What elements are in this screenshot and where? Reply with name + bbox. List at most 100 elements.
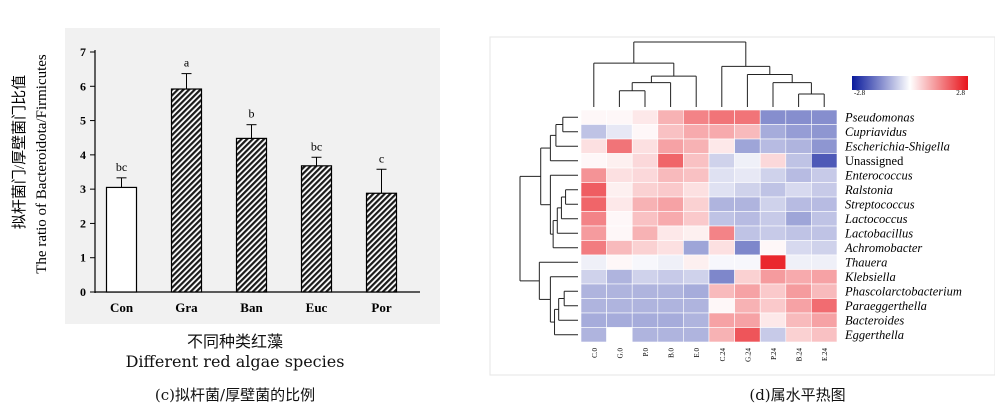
heatmap-cell: [580, 109, 607, 125]
ratio-bar-chart-panel: 0 1 2 3 4 5 6 7 bc Con a Gra b Ban bc Euc c Por 拟杆菌门/厚壁菌门…: [0, 0, 470, 410]
heatmap-cell: [759, 109, 787, 125]
heatmap-cell: [811, 196, 838, 212]
heatmap-cell: [657, 269, 684, 285]
heatmap-cell: [811, 211, 838, 227]
y-tick-label: 0: [80, 285, 86, 299]
heatmap-cell: [811, 312, 838, 328]
heatmap-cell: [580, 196, 607, 212]
y-tick-label: 4: [80, 148, 86, 162]
heatmap-cell: [811, 269, 838, 285]
heatmap-cell: [683, 167, 710, 183]
heatmap-cell: [734, 196, 761, 212]
row-label: Pseudomonas: [844, 110, 915, 124]
heatmap-cell: [708, 138, 735, 154]
heatmap-cell: [631, 283, 659, 299]
heatmap-cell: [734, 240, 761, 256]
heatmap-cell: [631, 153, 659, 169]
heatmap-cell: [759, 327, 787, 343]
heatmap-cell: [657, 211, 684, 227]
heatmap-cell: [785, 196, 812, 212]
heatmap-cell: [580, 312, 607, 328]
heatmap-cell: [708, 312, 735, 328]
heatmap-cell: [759, 254, 787, 270]
heatmap-cell: [683, 138, 710, 154]
heatmap-cell: [734, 225, 761, 241]
caption-c: (c)拟杆菌/厚壁菌的比例: [154, 386, 316, 404]
column-label: E.24: [821, 348, 829, 362]
y-tick-label: 2: [80, 216, 86, 230]
heatmap-cell: [811, 109, 838, 125]
heatmap-cell: [631, 312, 659, 328]
heatmap-cell: [811, 240, 838, 256]
heatmap-cell: [683, 182, 710, 198]
heatmap-cell: [657, 109, 684, 125]
heatmap-cell: [708, 153, 735, 169]
heatmap-cell: [811, 182, 838, 198]
column-label: P.0: [642, 348, 650, 357]
heatmap-cell: [811, 283, 838, 299]
heatmap-cell: [785, 240, 812, 256]
heatmap-cell: [759, 167, 787, 183]
y-tick-label: 5: [80, 114, 86, 128]
heatmap-cell: [657, 240, 684, 256]
genus-heatmap-panel: Pseudomonas Cupriavidus Escherichia-Shigel…: [480, 0, 995, 410]
heatmap-cell: [811, 225, 838, 241]
heatmap-cell: [580, 298, 607, 314]
x-axis-label-cn: 不同种类红藻: [186, 332, 283, 351]
heatmap-cell: [708, 124, 735, 140]
heatmap-cell: [759, 240, 787, 256]
heatmap-cell: [708, 225, 735, 241]
heatmap-cell: [734, 254, 761, 270]
heatmap-cell: [708, 211, 735, 227]
heatmap-cell: [759, 196, 787, 212]
heatmap-cell: [734, 124, 761, 140]
row-label: Ralstonia: [844, 183, 893, 197]
heatmap-cell: [657, 225, 684, 241]
row-label: Achromobacter: [844, 241, 922, 255]
row-label: Lactococcus: [844, 212, 908, 226]
heatmap-cell: [683, 153, 710, 169]
heatmap-cell: [580, 124, 607, 140]
heatmap-cell: [759, 298, 787, 314]
heatmap-cell: [606, 327, 633, 343]
heatmap-cell: [580, 182, 607, 198]
heatmap-cell: [631, 109, 659, 125]
heatmap-cell: [785, 312, 812, 328]
heatmap-cell: [606, 153, 633, 169]
heatmap-cell: [580, 225, 607, 241]
heatmap-cell: [580, 254, 607, 270]
x-tick-label: Ban: [240, 300, 263, 315]
y-tick-label: 7: [80, 45, 86, 59]
heatmap-cell: [631, 254, 659, 270]
x-tick-label: Gra: [175, 300, 198, 315]
heatmap-chart: PseudomonasCupriavidusEscherichia-Shigel…: [489, 36, 995, 376]
x-tick-label: Con: [110, 300, 134, 315]
heatmap-cell: [734, 153, 761, 169]
color-scale-min-label: -2.8: [854, 89, 866, 97]
heatmap-cell: [683, 225, 710, 241]
heatmap-cell: [606, 240, 633, 256]
heatmap-cell: [811, 167, 838, 183]
heatmap-cell: [708, 167, 735, 183]
heatmap-cell: [683, 109, 710, 125]
heatmap-cell: [657, 312, 684, 328]
heatmap-cell: [785, 269, 812, 285]
heatmap-cell: [580, 138, 607, 154]
heatmap-cell: [759, 153, 787, 169]
column-label: B.24: [796, 348, 804, 362]
heatmap-cell: [759, 312, 787, 328]
row-label: Eggerthella: [844, 328, 904, 342]
column-label: C.24: [719, 348, 727, 362]
row-label: Klebsiella: [844, 270, 896, 284]
heatmap-cell: [631, 167, 659, 183]
heatmap-cell: [734, 182, 761, 198]
heatmap-cell: [657, 283, 684, 299]
heatmap-cell: [657, 298, 684, 314]
heatmap-cell: [759, 124, 787, 140]
heatmap-cell: [785, 327, 812, 343]
heatmap-cell: [734, 138, 761, 154]
heatmap-cell: [657, 124, 684, 140]
column-label: G.24: [744, 348, 752, 362]
heatmap-cell: [811, 153, 838, 169]
heatmap-cell: [708, 327, 735, 343]
